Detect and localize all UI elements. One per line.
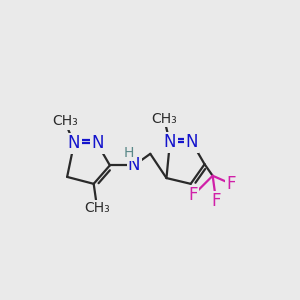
Text: N: N [186,133,198,151]
Text: F: F [188,186,198,204]
Text: CH₃: CH₃ [84,201,110,215]
Text: H: H [123,146,134,160]
Text: F: F [226,175,236,193]
Text: N: N [128,156,140,174]
Text: CH₃: CH₃ [52,115,78,128]
Text: CH₃: CH₃ [151,112,177,126]
Text: N: N [68,134,80,152]
Text: N: N [91,134,103,152]
Text: N: N [164,133,176,151]
Text: F: F [212,192,221,210]
